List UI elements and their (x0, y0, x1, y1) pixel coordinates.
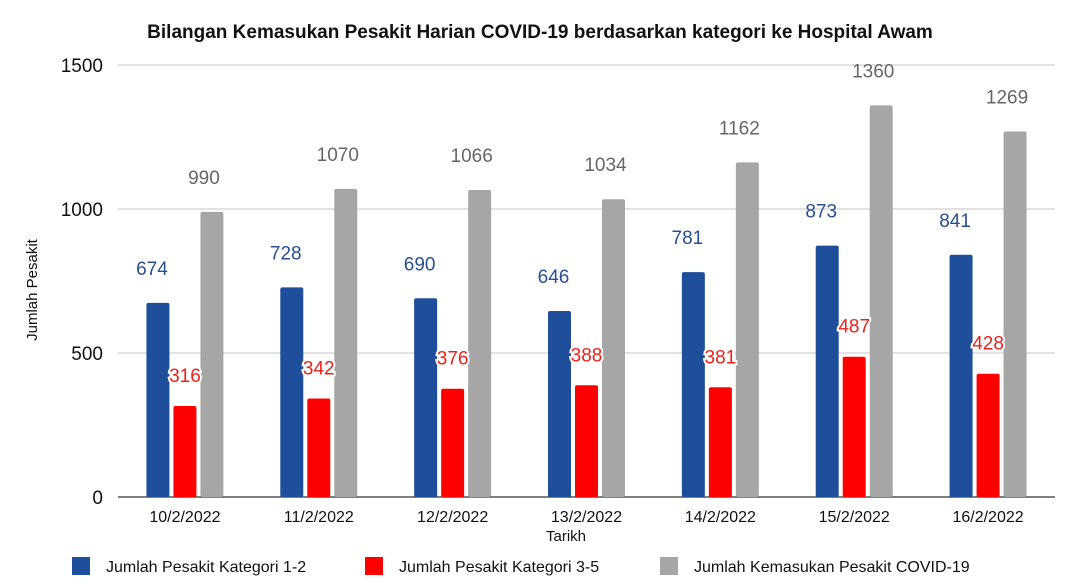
bar (334, 188, 358, 497)
data-label: 381 (705, 347, 737, 368)
x-tick-label: 11/2/2022 (284, 509, 354, 526)
bar (441, 388, 465, 497)
bar (173, 405, 197, 497)
bars (146, 105, 1027, 497)
bar (200, 211, 224, 497)
x-tick-label: 12/2/2022 (417, 509, 488, 526)
y-tick-label: 0 (92, 488, 103, 509)
x-axis-ticks: 10/2/2022 11/2/2022 12/2/2022 13/2/2022 14/2… (149, 509, 1023, 526)
legend-label: Jumlah Pesakit Kategori 3-5 (399, 559, 599, 576)
legend-label: Jumlah Pesakit Kategori 1-2 (106, 559, 306, 576)
bar (1003, 131, 1027, 497)
y-tick-label: 1000 (61, 200, 103, 221)
data-label: 428 (972, 334, 1004, 355)
data-labels: 674 316 990 728 342 1070 690 376 1066 646 388 1034 7… (136, 61, 1028, 389)
x-tick-label: 16/2/2022 (952, 509, 1023, 526)
data-label: 873 (805, 202, 837, 223)
legend-swatch (660, 557, 678, 575)
bar (307, 398, 331, 497)
legend: Jumlah Pesakit Kategori 1-2 Jumlah Pesaki… (72, 557, 970, 576)
bar (708, 387, 732, 497)
bar (280, 287, 304, 497)
data-label: 728 (270, 243, 302, 264)
chart-title: Bilangan Kemasukan Pesakit Harian COVID-… (147, 22, 933, 43)
bar (548, 310, 571, 497)
data-label: 1070 (317, 145, 359, 166)
data-label: 487 (838, 317, 870, 338)
data-label: 376 (437, 349, 469, 370)
data-label: 690 (404, 254, 436, 275)
bar (815, 245, 839, 497)
x-tick-label: 15/2/2022 (819, 509, 890, 526)
bar (414, 298, 438, 497)
bar (602, 199, 625, 497)
bar (842, 356, 866, 497)
legend-swatch (365, 557, 383, 575)
y-axis-ticks: 0 500 1000 1500 (61, 56, 103, 509)
data-label: 781 (672, 228, 704, 249)
data-label: 342 (303, 359, 335, 380)
y-axis-label: Jumlah Pesakit (24, 238, 41, 341)
bar (869, 105, 893, 497)
data-label: 646 (538, 267, 570, 288)
bar (146, 302, 170, 497)
data-label: 388 (571, 345, 603, 366)
data-label: 674 (136, 259, 168, 280)
data-label: 1360 (852, 61, 894, 82)
bar (468, 189, 492, 497)
bar (575, 385, 598, 497)
bar (976, 373, 1000, 497)
bar (735, 162, 759, 497)
data-label: 316 (169, 366, 201, 387)
x-axis-label: Tarikh (546, 528, 586, 545)
data-label: 1066 (451, 146, 493, 167)
x-tick-label: 13/2/2022 (551, 509, 622, 526)
legend-label: Jumlah Kemasukan Pesakit COVID-19 (694, 559, 970, 576)
bar (949, 254, 973, 497)
data-label: 990 (188, 168, 220, 189)
data-label: 1034 (584, 155, 627, 176)
legend-swatch (72, 557, 90, 575)
x-tick-label: 10/2/2022 (149, 509, 220, 526)
data-label: 841 (939, 211, 971, 232)
y-tick-label: 1500 (61, 56, 103, 77)
data-label: 1269 (986, 88, 1028, 109)
x-tick-label: 14/2/2022 (685, 509, 756, 526)
bar (681, 272, 705, 497)
data-label: 1162 (719, 118, 760, 139)
y-tick-label: 500 (71, 344, 103, 365)
